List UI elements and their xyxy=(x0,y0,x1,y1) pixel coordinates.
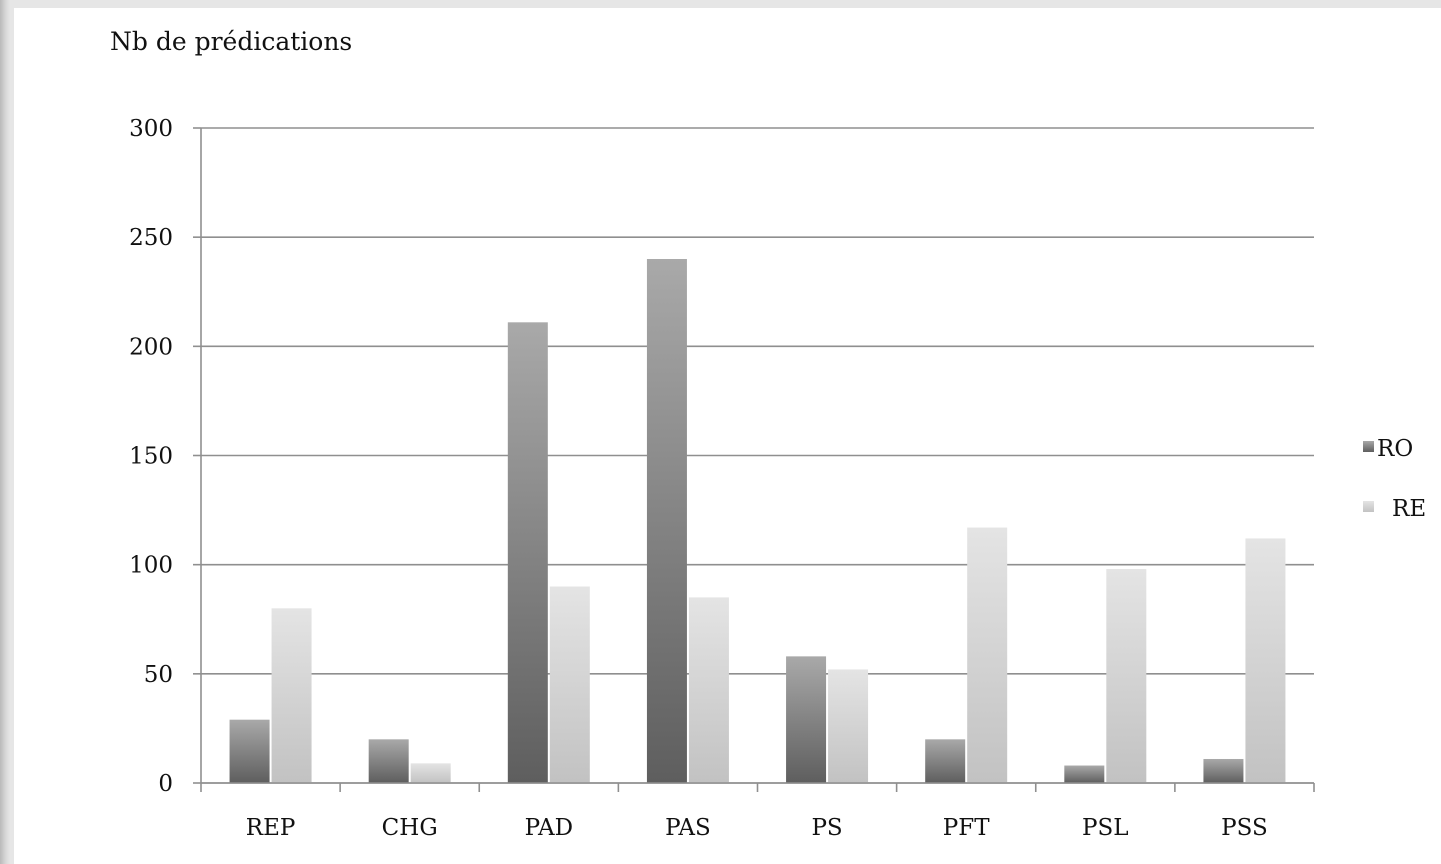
x-tick-label: PSS xyxy=(1221,815,1268,841)
axes xyxy=(200,128,1315,792)
y-tick-label: 150 xyxy=(129,444,173,470)
x-tick-label: REP xyxy=(246,815,296,841)
bar-re-pad xyxy=(549,586,590,783)
bar-re-ps xyxy=(828,669,869,783)
x-tick-label: PAD xyxy=(525,815,573,841)
bar-ro-pft xyxy=(925,739,966,783)
y-axis-label: Nb de prédications xyxy=(110,27,352,56)
y-tick-label: 300 xyxy=(129,116,173,142)
bar-re-pas xyxy=(688,597,729,783)
bar-ro-rep xyxy=(229,719,270,783)
y-tick-label: 100 xyxy=(129,553,173,579)
grid xyxy=(193,127,1314,784)
legend-swatch xyxy=(1363,501,1374,512)
bar-ro-pad xyxy=(507,322,548,783)
bar-ro-pas xyxy=(646,259,687,783)
y-tick-label: 50 xyxy=(144,662,173,688)
bar-re-pss xyxy=(1245,538,1286,783)
legend: RO RE xyxy=(1363,436,1426,522)
x-tick-label: CHG xyxy=(382,815,438,841)
x-tick-label: PS xyxy=(811,815,842,841)
bar-chart: Nb de prédications 0 50 100 150 200 250 300 RE… xyxy=(110,27,1426,841)
y-tick-labels: 0 50 100 150 200 250 300 xyxy=(129,116,173,797)
bar-re-chg xyxy=(410,763,451,783)
y-tick-label: 0 xyxy=(158,771,173,797)
legend-label: RE xyxy=(1392,496,1426,522)
bar-re-psl xyxy=(1106,569,1147,783)
legend-swatch xyxy=(1363,441,1374,452)
chart-frame: Nb de prédications 0 50 100 150 200 250 300 RE… xyxy=(14,8,1441,864)
x-tick-label: PFT xyxy=(943,815,990,841)
bar-re-rep xyxy=(271,608,312,783)
y-tick-label: 250 xyxy=(129,225,173,251)
bar-ro-pss xyxy=(1203,758,1244,783)
x-tick-label: PAS xyxy=(665,815,711,841)
x-tick-label: PSL xyxy=(1082,815,1129,841)
bar-re-pft xyxy=(967,527,1008,783)
x-tick-labels: REP CHG PAD PAS PS PFT PSL PSS xyxy=(246,815,1268,841)
y-tick-label: 200 xyxy=(129,334,173,360)
bar-ro-psl xyxy=(1064,765,1105,783)
bars xyxy=(229,259,1286,783)
legend-label: RO xyxy=(1377,436,1413,462)
bar-ro-ps xyxy=(786,656,827,783)
bar-ro-chg xyxy=(368,739,409,783)
